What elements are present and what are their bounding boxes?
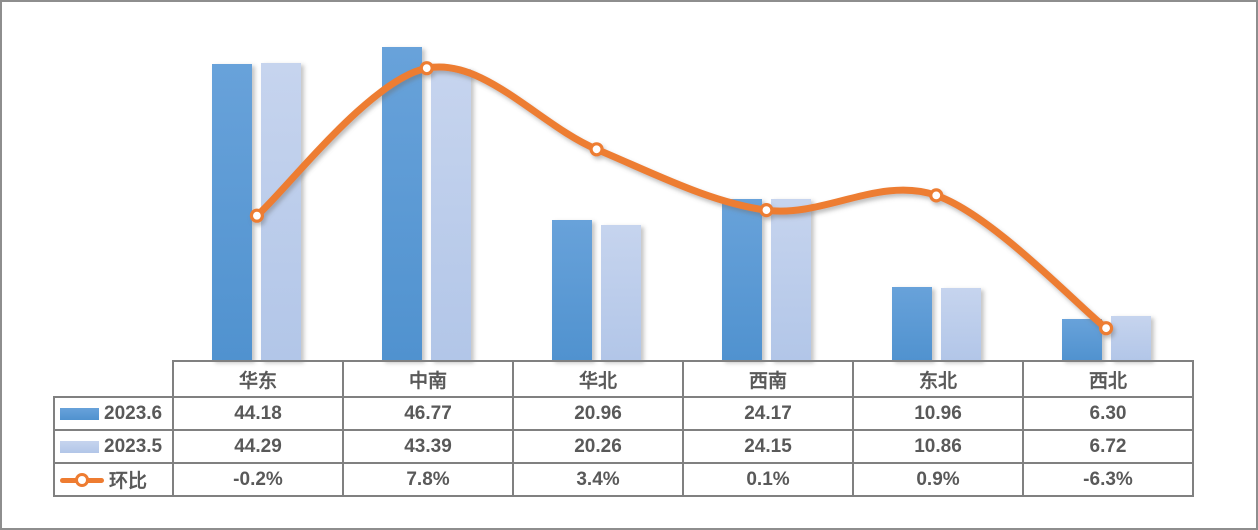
table-row-2023-5: 2023.5 44.29 43.39 20.26 24.15 10.86 6.7…	[53, 429, 1194, 464]
ratio-line-marker-cat4[interactable]	[929, 188, 944, 203]
value-cell: 43.39	[342, 429, 514, 464]
value-cell: 24.17	[682, 396, 854, 431]
category-header: 华东	[172, 360, 344, 398]
category-header: 西南	[682, 360, 854, 398]
legend-swatch-2023-5	[60, 440, 99, 453]
value-cell: 20.96	[512, 396, 684, 431]
ratio-cell: -0.2%	[172, 462, 344, 497]
bar-2023-6-cat1[interactable]	[382, 46, 423, 361]
ratio-line-marker-cat2[interactable]	[589, 142, 604, 157]
bar-2023-5-cat2[interactable]	[601, 224, 642, 361]
bar-2023-5-cat0[interactable]	[261, 63, 302, 361]
legend-swatch-2023-6	[60, 407, 99, 420]
legend-cell-2023-5: 2023.5	[53, 429, 174, 464]
bar-2023-5-cat3[interactable]	[770, 198, 811, 361]
category-header: 东北	[852, 360, 1024, 398]
category-header: 华北	[512, 360, 684, 398]
legend-label-2023-5: 2023.5	[104, 435, 163, 457]
bar-2023-6-cat4[interactable]	[891, 287, 932, 361]
bar-2023-6-cat2[interactable]	[552, 220, 593, 361]
value-cell: 44.18	[172, 396, 344, 431]
value-cell: 6.30	[1022, 396, 1194, 431]
value-cell: 10.86	[852, 429, 1024, 464]
table-row-huanbi: 环比 -0.2% 7.8% 3.4% 0.1% 0.9% -6.3%	[53, 462, 1194, 497]
category-header: 西北	[1022, 360, 1194, 398]
legend-cell-2023-6: 2023.6	[53, 396, 174, 431]
value-cell: 24.15	[682, 429, 854, 464]
value-cell: 44.29	[172, 429, 344, 464]
ratio-cell: 0.9%	[852, 462, 1024, 497]
bar-2023-5-cat1[interactable]	[431, 69, 472, 361]
ratio-cell: 3.4%	[512, 462, 684, 497]
value-cell: 20.26	[512, 429, 684, 464]
legend-line-marker-icon	[60, 472, 104, 487]
legend-label-2023-6: 2023.6	[104, 402, 163, 424]
value-cell: 6.72	[1022, 429, 1194, 464]
bar-2023-6-cat5[interactable]	[1061, 318, 1102, 361]
ratio-cell: -6.3%	[1022, 462, 1194, 497]
table-corner-blank	[54, 361, 173, 397]
table-header-row: 华东 中南 华北 西南 东北 西北	[54, 360, 1194, 398]
ratio-cell: 0.1%	[682, 462, 854, 497]
legend-cell-huanbi: 环比	[53, 462, 174, 497]
legend-line-dot	[75, 472, 89, 487]
bar-2023-5-cat5[interactable]	[1110, 315, 1151, 361]
table-row-2023-6: 2023.6 44.18 46.77 20.96 24.17 10.96 6.3…	[53, 396, 1194, 431]
bar-2023-6-cat0[interactable]	[212, 64, 253, 361]
bar-2023-5-cat4[interactable]	[940, 287, 981, 361]
value-cell: 10.96	[852, 396, 1024, 431]
chart-data-table[interactable]: 华东 中南 华北 西南 东北 西北 2023.6 44.18 46.77 20.…	[53, 360, 1194, 497]
ratio-cell: 7.8%	[342, 462, 514, 497]
value-cell: 46.77	[342, 396, 514, 431]
bar-2023-6-cat3[interactable]	[721, 198, 762, 361]
category-header: 中南	[342, 360, 514, 398]
legend-label-huanbi: 环比	[109, 471, 148, 492]
